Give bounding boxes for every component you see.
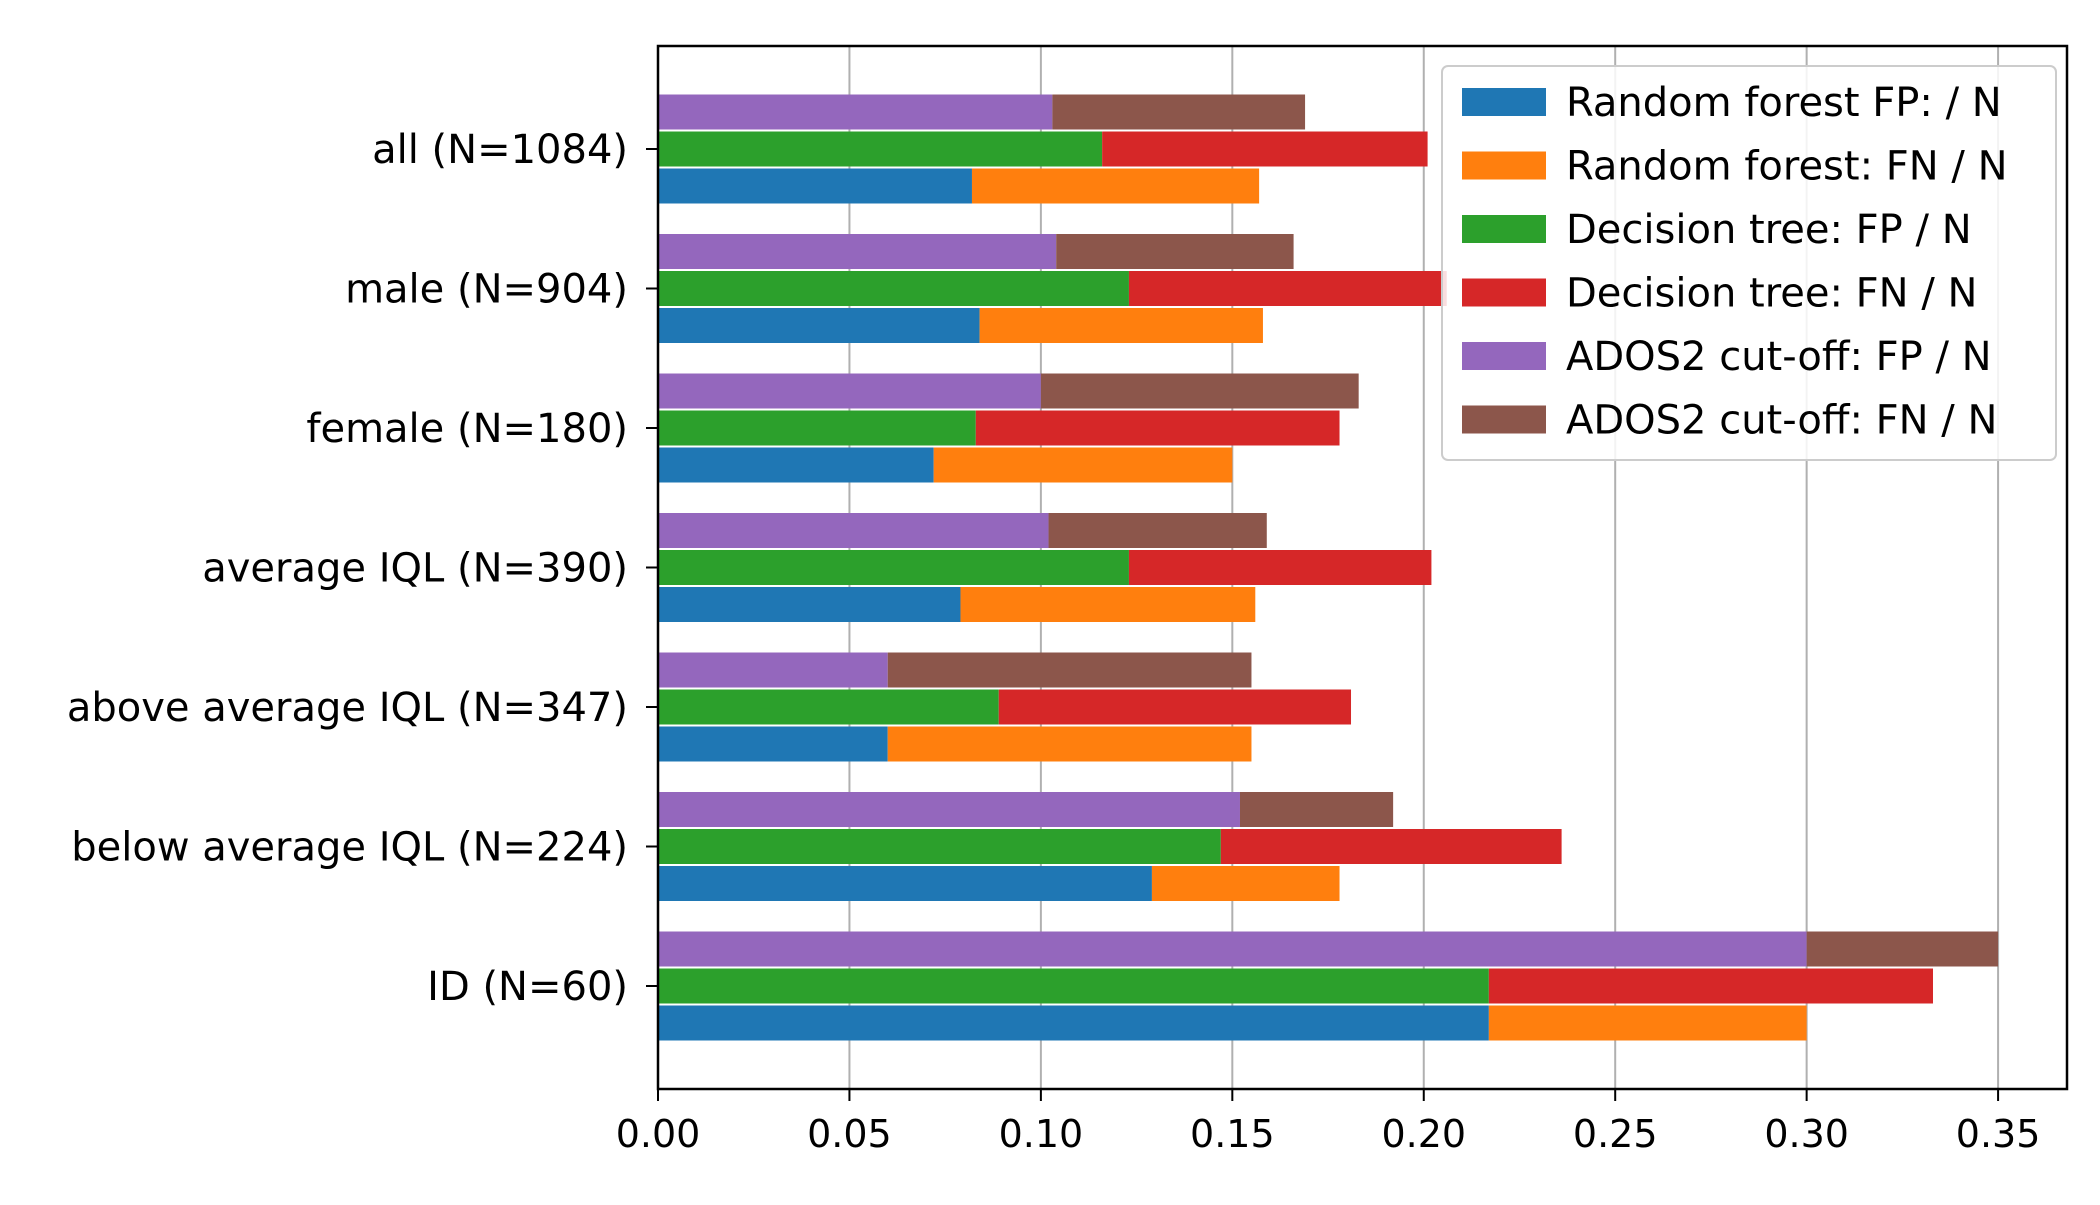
x-tick-label: 0.05 [807, 1112, 892, 1156]
x-tick-label: 0.35 [1956, 1112, 2041, 1156]
bar-decision-tree-fn-n-male-n-904 [1128, 271, 1447, 306]
bar-decision-tree-fp-n-all-n-1084 [658, 131, 1103, 167]
category-label: below average IQL (N=224) [71, 825, 628, 871]
bar-decision-tree-fn-n-above-average-iql-n-347 [998, 689, 1352, 725]
bar-random-forest-fn-n-female-n-180 [933, 447, 1233, 483]
bar-ados2-cut-off-fp-n-above-average-iql-n-347 [658, 652, 888, 688]
bar-ados2-cut-off-fn-n-male-n-904 [1056, 234, 1294, 269]
x-tick-label: 0.30 [1764, 1112, 1849, 1156]
legend-swatch-ados2-cut-off-fp-n [1462, 342, 1546, 370]
x-tick-label: 0.15 [1190, 1112, 1275, 1156]
bar-decision-tree-fn-n-id-n-60 [1488, 968, 1933, 1004]
bar-random-forest-fp-n-below-average-iql-n-224 [658, 866, 1152, 901]
bar-decision-tree-fn-n-female-n-180 [975, 410, 1340, 446]
bar-random-forest-fn-n-all-n-1084 [971, 168, 1260, 204]
bar-decision-tree-fp-n-below-average-iql-n-224 [658, 829, 1221, 864]
x-tick-label: 0.25 [1573, 1112, 1658, 1156]
bar-ados2-cut-off-fp-n-female-n-180 [658, 373, 1041, 409]
bar-ados2-cut-off-fp-n-average-iql-n-390 [658, 513, 1049, 548]
category-label: above average IQL (N=347) [67, 685, 628, 731]
bar-ados2-cut-off-fn-n-below-average-iql-n-224 [1239, 792, 1394, 827]
bar-ados2-cut-off-fn-n-female-n-180 [1040, 373, 1359, 409]
bar-ados2-cut-off-fn-n-above-average-iql-n-347 [887, 652, 1252, 688]
bars-layer [658, 94, 1999, 1041]
bar-decision-tree-fp-n-above-average-iql-n-347 [658, 689, 999, 725]
x-tick-label: 0.00 [616, 1112, 701, 1156]
bar-random-forest-fp-n-above-average-iql-n-347 [658, 726, 888, 762]
bar-random-forest-fp-n-average-iql-n-390 [658, 587, 961, 622]
category-label: all (N=1084) [372, 127, 628, 173]
x-tick-label: 0.20 [1381, 1112, 1466, 1156]
bar-random-forest-fn-n-above-average-iql-n-347 [887, 726, 1252, 762]
bar-decision-tree-fn-n-below-average-iql-n-224 [1220, 829, 1562, 864]
x-tick-label: 0.10 [999, 1112, 1084, 1156]
bar-decision-tree-fn-n-average-iql-n-390 [1128, 550, 1432, 585]
bar-random-forest-fp-n-male-n-904 [658, 308, 980, 343]
category-label: ID (N=60) [427, 964, 628, 1010]
bar-decision-tree-fp-n-average-iql-n-390 [658, 550, 1129, 585]
bar-ados2-cut-off-fn-n-id-n-60 [1806, 931, 1999, 967]
bar-random-forest-fp-n-female-n-180 [658, 447, 934, 483]
bar-random-forest-fn-n-below-average-iql-n-224 [1151, 866, 1340, 901]
legend-label: ADOS2 cut-off: FN / N [1566, 398, 1997, 444]
bar-random-forest-fn-n-average-iql-n-390 [960, 587, 1256, 622]
bar-ados2-cut-off-fn-n-all-n-1084 [1052, 94, 1306, 130]
category-label: average IQL (N=390) [202, 546, 628, 592]
legend-label: ADOS2 cut-off: FP / N [1566, 334, 1992, 380]
bar-decision-tree-fp-n-male-n-904 [658, 271, 1129, 306]
bar-decision-tree-fn-n-all-n-1084 [1102, 131, 1428, 167]
bar-ados2-cut-off-fp-n-male-n-904 [658, 234, 1057, 269]
legend: Random forest FP: / N Random forest: FN /… [1441, 65, 2057, 461]
legend-swatch-decision-tree-fn-n [1462, 278, 1546, 307]
legend-label: Random forest FP: / N [1566, 80, 2002, 126]
legend-label: Decision tree: FP / N [1566, 207, 1972, 253]
bar-random-forest-fp-n-all-n-1084 [658, 168, 972, 204]
legend-label: Random forest: FN / N [1566, 144, 2008, 190]
bar-decision-tree-fp-n-female-n-180 [658, 410, 976, 446]
bar-random-forest-fn-n-id-n-60 [1488, 1005, 1807, 1041]
legend-box [1441, 65, 2057, 461]
category-label: male (N=904) [345, 267, 628, 313]
legend-swatch-random-forest-fn-n [1462, 151, 1546, 180]
bar-decision-tree-fp-n-id-n-60 [658, 968, 1489, 1004]
legend-swatch-random-forest-fp-n [1462, 88, 1546, 116]
bar-random-forest-fn-n-male-n-904 [979, 308, 1263, 343]
bar-ados2-cut-off-fp-n-all-n-1084 [658, 94, 1053, 130]
y-axis: all (N=1084) male (N=904) female (N=180) av… [67, 127, 658, 1010]
legend-label: Decision tree: FN / N [1566, 271, 1977, 317]
legend-swatch-decision-tree-fp-n [1462, 215, 1546, 243]
x-axis: 0.00 0.05 0.10 0.15 0.20 0.25 0.30 0.35 [616, 1089, 2041, 1156]
bar-ados2-cut-off-fn-n-average-iql-n-390 [1048, 513, 1267, 548]
bar-ados2-cut-off-fp-n-below-average-iql-n-224 [658, 792, 1240, 827]
category-label: female (N=180) [306, 406, 628, 452]
bar-random-forest-fp-n-id-n-60 [658, 1005, 1489, 1041]
bar-ados2-cut-off-fp-n-id-n-60 [658, 931, 1807, 967]
legend-swatch-ados2-cut-off-fn-n [1462, 405, 1546, 434]
